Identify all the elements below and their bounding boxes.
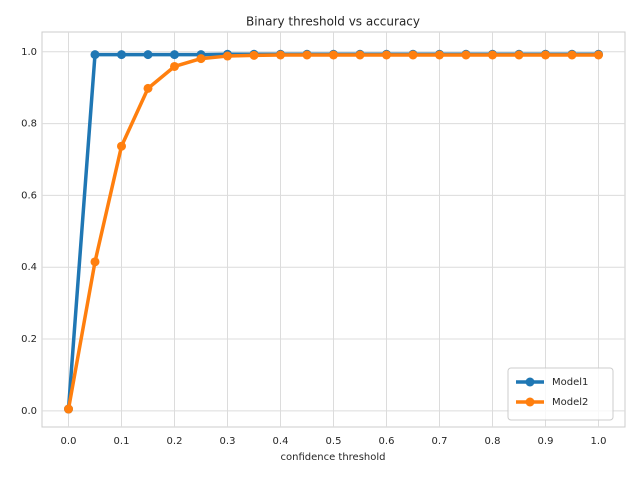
- x-tick-label: 1.0: [591, 436, 607, 447]
- data-point: [196, 54, 206, 64]
- data-point: [514, 50, 524, 60]
- legend-label: Model1: [552, 377, 588, 388]
- data-point: [302, 50, 312, 60]
- x-tick-label: 0.7: [432, 436, 448, 447]
- x-tick-label: 0.1: [114, 436, 130, 447]
- data-point: [276, 50, 285, 60]
- data-point: [541, 50, 550, 60]
- x-tick-label: 0.3: [220, 436, 236, 447]
- data-point: [567, 50, 577, 60]
- legend-marker: [525, 377, 535, 387]
- data-point: [355, 50, 365, 60]
- data-point: [90, 257, 100, 267]
- x-tick-label: 0.4: [273, 436, 289, 447]
- data-point: [382, 50, 391, 60]
- x-tick-label: 0.9: [538, 436, 554, 447]
- x-axis-label: confidence threshold: [280, 452, 385, 463]
- data-point: [488, 50, 497, 60]
- data-point: [594, 50, 603, 60]
- legend-marker: [525, 397, 535, 407]
- x-tick-label: 0.5: [326, 436, 342, 447]
- y-tick-label: 0.8: [21, 119, 37, 130]
- data-point: [249, 50, 259, 60]
- y-tick-label: 0.6: [21, 190, 37, 201]
- data-point: [170, 61, 179, 71]
- data-point: [461, 50, 471, 60]
- data-point: [143, 50, 153, 60]
- data-point: [117, 141, 126, 151]
- data-point: [408, 50, 418, 60]
- data-point: [64, 404, 73, 414]
- legend-box: [507, 367, 614, 421]
- y-tick-label: 0.2: [21, 334, 37, 345]
- x-tick-label: 0.6: [379, 436, 395, 447]
- x-tick-label: 0.0: [61, 436, 77, 447]
- chart-title: Binary threshold vs accuracy: [246, 15, 420, 29]
- legend-label: Model2: [552, 397, 588, 408]
- data-point: [90, 50, 100, 60]
- data-point: [223, 51, 232, 61]
- y-tick-label: 0.0: [21, 406, 37, 417]
- y-tick-label: 0.4: [21, 262, 37, 273]
- data-point: [117, 50, 126, 60]
- data-point: [329, 50, 338, 60]
- y-tick-label: 1.0: [21, 47, 37, 58]
- data-point: [170, 50, 179, 60]
- data-point: [143, 83, 153, 93]
- x-tick-label: 0.8: [485, 436, 501, 447]
- data-point: [435, 50, 444, 60]
- x-tick-label: 0.2: [167, 436, 183, 447]
